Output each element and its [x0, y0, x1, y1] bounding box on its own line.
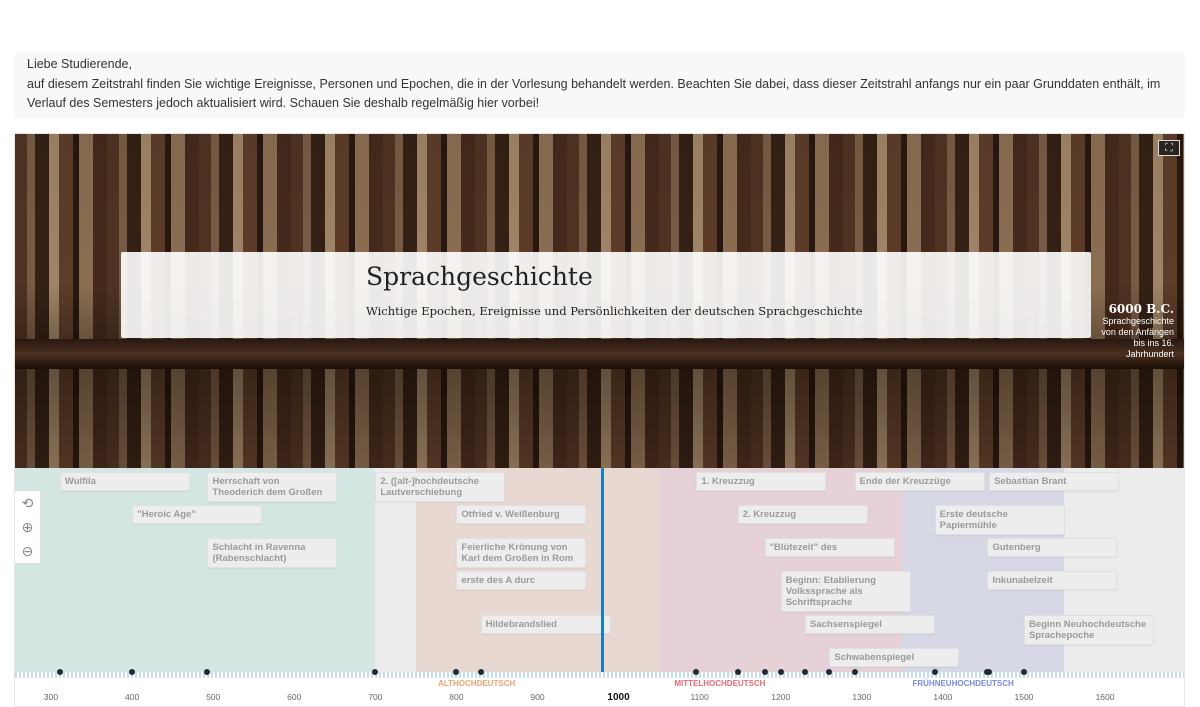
- axis-tick-label: 1400: [933, 692, 953, 702]
- era-label: FRÜHNEUHOCHDEUTSCH: [912, 679, 1014, 688]
- next-slide-date: 6000 B.C.: [1108, 302, 1174, 316]
- axis-tick-label: 900: [530, 692, 545, 702]
- timeline-event[interactable]: Gutenberg: [987, 538, 1118, 557]
- era-label: ALTHOCHDEUTSCH: [438, 679, 516, 688]
- era-label: MITTELHOCHDEUTSCH: [674, 679, 766, 688]
- timeline-event[interactable]: Feierliche Krönung von Karl dem Großen i…: [456, 538, 587, 568]
- timeline-event[interactable]: Beginn Neuhochdeutsche Sprachepoche: [1023, 615, 1154, 645]
- timeline-event[interactable]: Hildebrandslied: [480, 615, 611, 634]
- arrow-back-icon[interactable]: ⟲: [21, 495, 34, 511]
- timeline-event[interactable]: Beginn: Etablierung Volkssprache als Sch…: [780, 571, 911, 612]
- timeline-event[interactable]: Sebastian Brant: [989, 472, 1120, 491]
- next-slide-button[interactable]: 6000 B.C. Sprachgeschichte von den Anfän…: [1094, 302, 1174, 360]
- axis-tick-label: 1300: [852, 692, 872, 702]
- timeline-event[interactable]: 2. Kreuzzug: [737, 505, 868, 524]
- event-marker: [372, 669, 379, 675]
- slide-subtitle: Wichtige Epochen, Ereignisse und Persönl…: [366, 304, 863, 318]
- timeline-navigation[interactable]: Wulfila "Heroic Age" Herrschaft von Theode…: [15, 468, 1184, 706]
- event-marker: [734, 669, 741, 675]
- event-marker: [1020, 669, 1027, 675]
- axis-ticks: [15, 672, 1184, 678]
- axis-tick-label: 600: [287, 692, 302, 702]
- axis-tick-label: 700: [368, 692, 383, 702]
- time-axis: ALTHOCHDEUTSCH MITTELHOCHDEUTSCH FRÜHNEUHO…: [15, 669, 1184, 706]
- event-marker: [693, 669, 700, 675]
- slide-title: Sprachgeschichte: [366, 262, 593, 291]
- intro-body: auf diesem Zeitstrahl finden Sie wichtig…: [27, 76, 1161, 111]
- event-marker: [204, 669, 211, 675]
- timeline-event[interactable]: "Heroic Age": [132, 505, 263, 524]
- intro-greeting: Liebe Studierende,: [27, 57, 132, 71]
- timeline-event[interactable]: Inkunabelzeit: [987, 571, 1118, 590]
- title-card: Sprachgeschichte Wichtige Epochen, Ereig…: [121, 252, 1091, 338]
- timeline-event[interactable]: Ende der Kreuzzüge: [854, 472, 985, 491]
- event-track: Wulfila "Heroic Age" Herrschaft von Theode…: [15, 468, 1184, 672]
- shelf-image: [15, 339, 1184, 369]
- axis-tick-label: 500: [206, 692, 221, 702]
- timeline-event[interactable]: Otfried v. Weißenburg: [456, 505, 587, 524]
- event-marker: [986, 669, 993, 675]
- timeline-event[interactable]: 1. Kreuzzug: [696, 472, 827, 491]
- zoom-in-icon[interactable]: ⊕: [21, 519, 34, 535]
- title-slide: Sprachgeschichte Wichtige Epochen, Ereig…: [15, 134, 1184, 468]
- axis-tick-label: 1500: [1014, 692, 1034, 702]
- era-band: [415, 468, 660, 672]
- axis-tick-label: 1200: [771, 692, 791, 702]
- event-marker: [931, 669, 938, 675]
- era-band: [15, 468, 376, 672]
- current-year-label: 1000: [607, 692, 630, 703]
- timeline-event[interactable]: 2. ([alt-]hochdeutsche Lautverschiebung: [375, 472, 506, 502]
- axis-tick-label: 1100: [690, 692, 709, 702]
- axis-tick-label: 1600: [1095, 692, 1115, 702]
- timeline-event[interactable]: Herrschaft von Theoderich dem Großen: [207, 472, 338, 502]
- event-marker: [477, 669, 484, 675]
- era-band: [659, 468, 903, 672]
- next-slide-text: Sprachgeschichte von den Anfängen bis in…: [1101, 316, 1174, 359]
- timeline-event[interactable]: Schlacht in Ravenna (Rabenschlacht): [207, 538, 338, 568]
- timeline[interactable]: Sprachgeschichte Wichtige Epochen, Ereig…: [14, 133, 1185, 707]
- axis-tick-label: 300: [43, 692, 59, 702]
- axis-tick-label: 800: [449, 692, 464, 702]
- zoom-controls: ⟲ ⊕ ⊖: [15, 490, 41, 564]
- timeline-event[interactable]: Schwabenspiegel: [829, 648, 960, 667]
- current-position-marker: [601, 468, 605, 672]
- zoom-out-icon[interactable]: ⊖: [21, 543, 34, 559]
- event-marker: [453, 669, 460, 675]
- intro-text: Liebe Studierende, auf diesem Zeitstrahl…: [14, 52, 1185, 118]
- event-marker: [129, 669, 136, 675]
- timeline-event[interactable]: "Blütezeit" des: [764, 538, 895, 557]
- event-marker: [56, 669, 63, 675]
- timeline-event[interactable]: erste des A durc: [456, 571, 587, 590]
- event-marker: [802, 669, 809, 675]
- timeline-event[interactable]: Wulfila: [59, 472, 190, 491]
- event-marker: [826, 669, 833, 675]
- event-marker: [851, 669, 858, 675]
- axis-tick-label: 400: [124, 692, 140, 702]
- timeline-event[interactable]: Sachsenspiegel: [805, 615, 936, 634]
- timeline-event[interactable]: Erste deutsche Papiermühle: [934, 505, 1065, 535]
- event-marker: [761, 669, 768, 675]
- fullscreen-icon[interactable]: ⛶: [1158, 140, 1180, 156]
- event-marker: [777, 669, 784, 675]
